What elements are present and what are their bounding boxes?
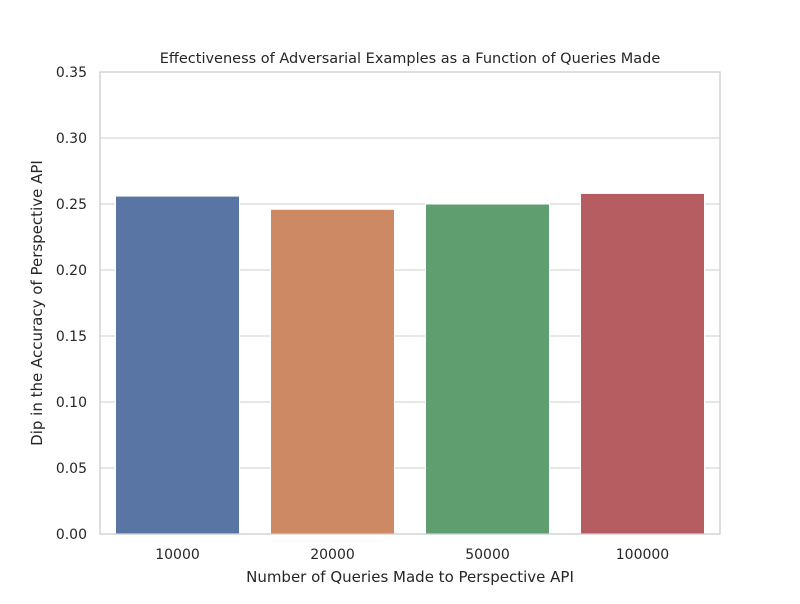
y-tick-label: 0.25 (56, 197, 87, 213)
y-tick-label: 0.00 (56, 527, 87, 543)
y-tick-label: 0.10 (56, 395, 87, 411)
x-axis-label: Number of Queries Made to Perspective AP… (246, 568, 574, 586)
axes-frame (99, 71, 721, 535)
bar-10000 (115, 195, 240, 535)
y-tick-label: 0.05 (56, 461, 87, 477)
x-tick-label: 100000 (616, 547, 669, 563)
x-tick-label: 20000 (310, 547, 355, 563)
y-tick-label: 0.35 (56, 65, 87, 81)
plot-frame (99, 71, 721, 535)
y-axis-label: Dip in the Accuracy of Perspective API (28, 160, 46, 446)
bar-100000 (580, 192, 705, 535)
chart-title: Effectiveness of Adversarial Examples as… (160, 51, 661, 67)
y-tick-label: 0.15 (56, 329, 87, 345)
bars (115, 192, 705, 535)
y-tick-label: 0.20 (56, 263, 87, 279)
x-tick-label: 50000 (465, 547, 510, 563)
bar-50000 (425, 203, 550, 535)
y-tick-label: 0.30 (56, 131, 87, 147)
tick-labels: 0.00 0.05 0.10 0.15 0.20 0.25 0.30 0.35 10000 200… (56, 65, 669, 563)
x-tick-label: 10000 (155, 547, 200, 563)
bar-20000 (270, 208, 395, 535)
